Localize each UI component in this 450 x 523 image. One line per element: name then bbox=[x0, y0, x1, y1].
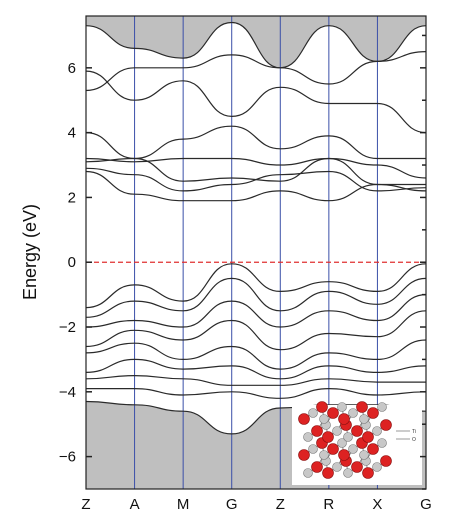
band-lines bbox=[86, 21, 426, 435]
y-tick-label: −4 bbox=[59, 384, 76, 401]
oxygen-atom bbox=[380, 419, 392, 431]
titanium-atom bbox=[359, 450, 369, 460]
x-tick-label-M: M bbox=[177, 496, 190, 513]
plot-frame bbox=[85, 15, 427, 490]
oxygen-atom bbox=[367, 443, 379, 455]
band-2 bbox=[86, 51, 426, 92]
oxygen-atom bbox=[327, 407, 339, 419]
inset-legend-label: O bbox=[412, 437, 416, 443]
titanium-atom bbox=[308, 408, 318, 418]
y-tick-label: 6 bbox=[68, 60, 76, 77]
titanium-atom bbox=[359, 414, 369, 424]
band-4 bbox=[86, 125, 426, 160]
band-11 bbox=[86, 294, 426, 328]
x-tick-label-A: A bbox=[130, 496, 140, 513]
oxygen-atom bbox=[351, 425, 363, 437]
band-7 bbox=[86, 167, 426, 192]
x-tick-label-R: R bbox=[323, 496, 334, 513]
y-tick-label: 2 bbox=[68, 189, 76, 206]
oxygen-atom bbox=[311, 425, 323, 437]
band-3 bbox=[86, 70, 426, 134]
titanium-atom bbox=[348, 408, 358, 418]
y-tick-label: 4 bbox=[68, 125, 76, 142]
titanium-atom bbox=[337, 438, 347, 448]
y-axis-tick-labels: −6 −4 −2 0 2 4 6 bbox=[59, 60, 76, 466]
titanium-atom bbox=[332, 426, 342, 436]
band-6 bbox=[86, 157, 426, 186]
oxygen-atom bbox=[311, 461, 323, 473]
band-14 bbox=[86, 358, 426, 380]
x-tick-label-X: X bbox=[372, 496, 382, 513]
x-tick-label-G: G bbox=[420, 496, 432, 513]
oxygen-atom bbox=[298, 449, 310, 461]
band-8 bbox=[86, 170, 426, 202]
band-17 bbox=[86, 400, 426, 435]
y-tick-label: −6 bbox=[59, 449, 76, 466]
titanium-atom bbox=[332, 462, 342, 472]
y-tick-label: 0 bbox=[68, 254, 76, 271]
x-tick-label-Z: Z bbox=[276, 496, 285, 513]
band-9 bbox=[86, 263, 426, 309]
titanium-atom bbox=[343, 432, 353, 442]
band-1 bbox=[86, 21, 426, 69]
titanium-atom bbox=[348, 444, 358, 454]
band-10 bbox=[86, 277, 426, 318]
oxygen-atom bbox=[316, 401, 328, 413]
oxygen-atom bbox=[298, 413, 310, 425]
titanium-atom bbox=[377, 438, 387, 448]
y-axis-title: Energy (eV) bbox=[20, 204, 40, 300]
y-axis-ticks bbox=[86, 34, 426, 490]
upper-gap-shading bbox=[86, 16, 426, 68]
oxygen-atom bbox=[322, 467, 334, 479]
oxygen-atom bbox=[356, 401, 368, 413]
oxygen-atom bbox=[380, 455, 392, 467]
x-tick-label-G: G bbox=[226, 496, 238, 513]
oxygen-atom bbox=[367, 407, 379, 419]
oxygen-atom bbox=[362, 431, 374, 443]
titanium-atom bbox=[303, 432, 313, 442]
oxygen-atom bbox=[338, 449, 350, 461]
titanium-atom bbox=[372, 462, 382, 472]
oxygen-atom bbox=[327, 443, 339, 455]
titanium-atom bbox=[319, 450, 329, 460]
oxygen-atom bbox=[338, 413, 350, 425]
band-13 bbox=[86, 339, 426, 370]
x-tick-label-Z: Z bbox=[81, 496, 90, 513]
oxygen-atom bbox=[362, 467, 374, 479]
band-15 bbox=[86, 374, 426, 386]
band-5 bbox=[86, 157, 426, 179]
titanium-atom bbox=[337, 402, 347, 412]
oxygen-atom bbox=[351, 461, 363, 473]
crystal-structure-inset: Ti O bbox=[292, 401, 422, 485]
titanium-atom bbox=[372, 426, 382, 436]
titanium-atom bbox=[303, 468, 313, 478]
titanium-atom bbox=[319, 414, 329, 424]
band-16 bbox=[86, 387, 426, 399]
titanium-atom bbox=[377, 402, 387, 412]
inset-legend-label: Ti bbox=[412, 429, 416, 435]
oxygen-atom bbox=[322, 431, 334, 443]
y-tick-label: −2 bbox=[59, 319, 76, 336]
titanium-atom bbox=[308, 444, 318, 454]
band-12 bbox=[86, 310, 426, 351]
titanium-atom bbox=[343, 468, 353, 478]
